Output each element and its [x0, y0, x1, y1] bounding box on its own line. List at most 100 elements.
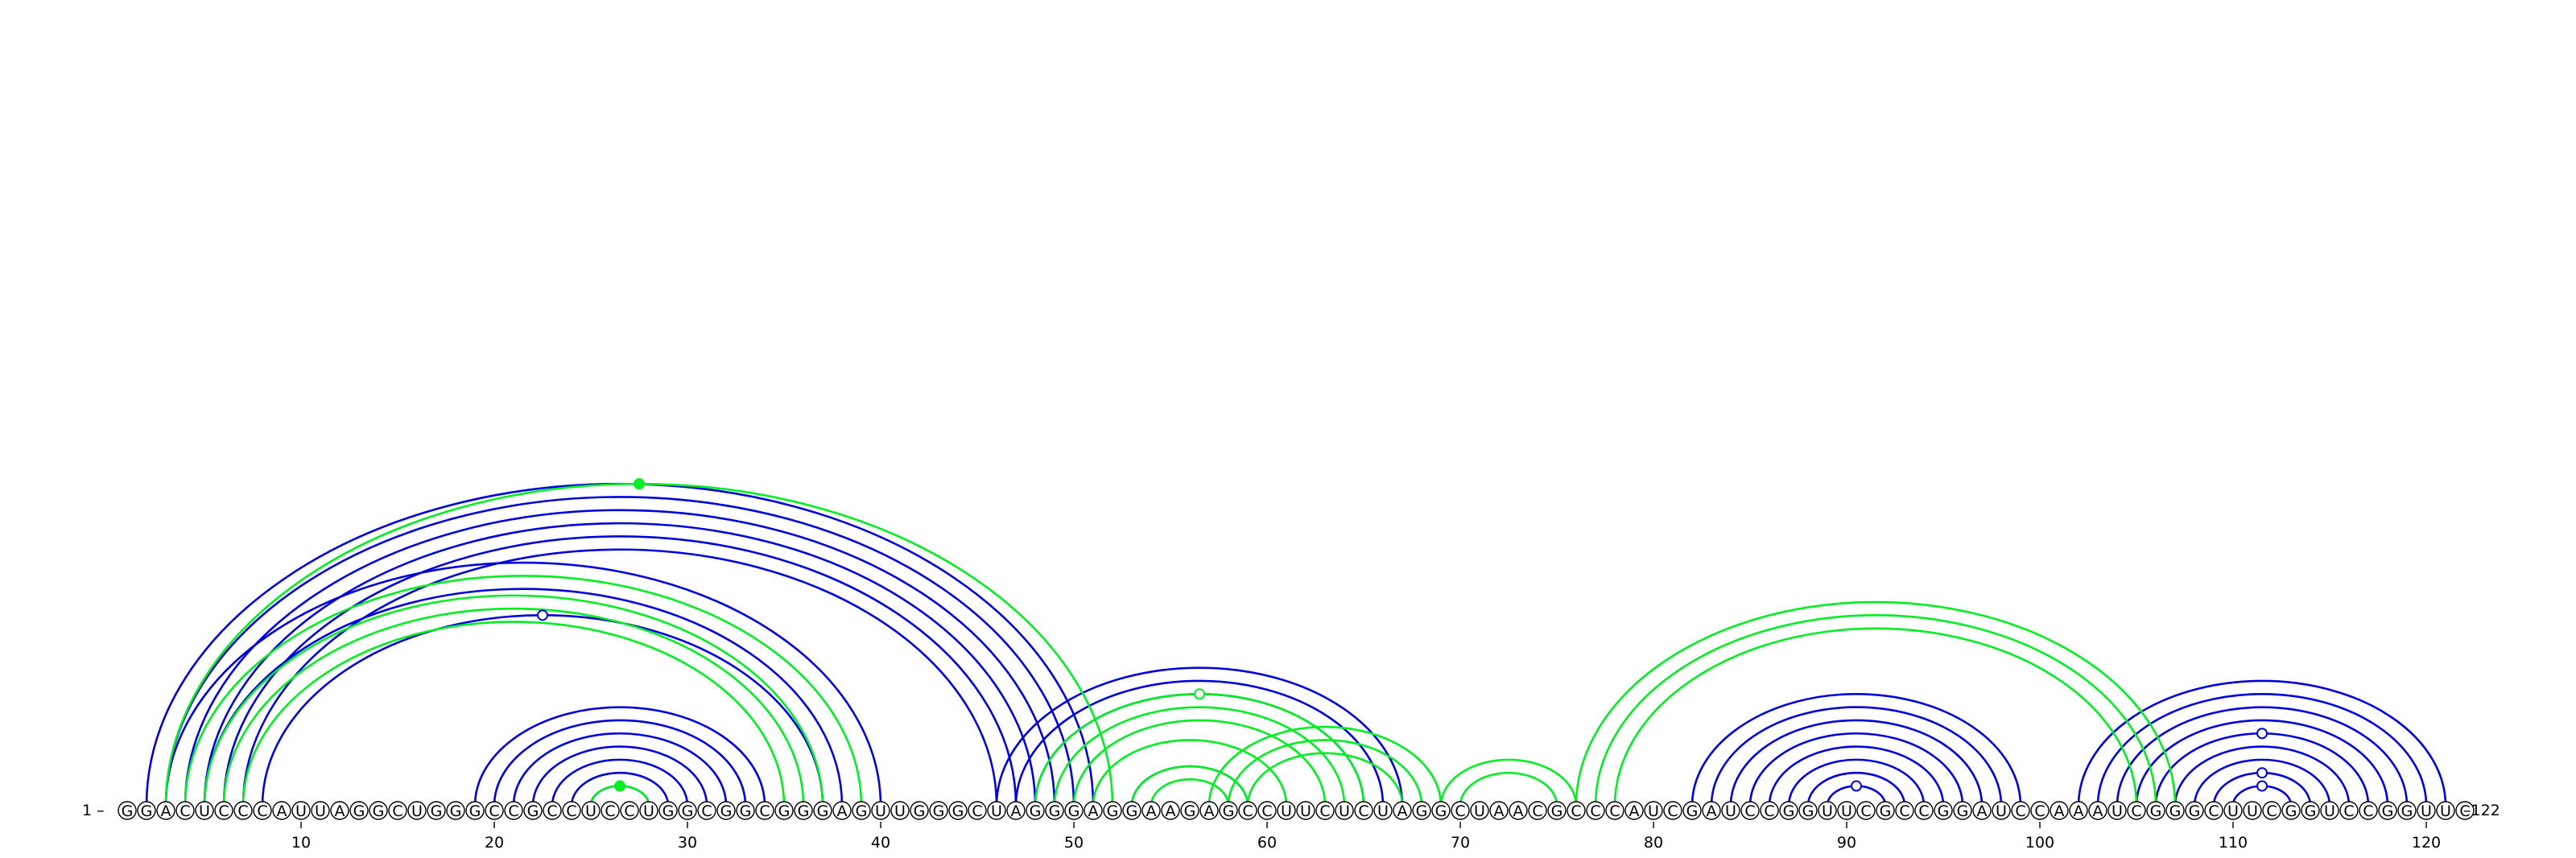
nucleotide-letter: A: [1513, 802, 1524, 820]
nucleotide-circle: [697, 801, 716, 820]
nucleotide: C: [1567, 801, 1586, 820]
nucleotide: C: [620, 801, 639, 820]
nucleotide-letter: A: [2054, 802, 2065, 820]
arc-apex-marker: [2256, 728, 2268, 740]
nucleotide-letter: G: [141, 802, 153, 820]
nucleotide-letter: G: [2150, 802, 2162, 820]
nucleotide-letter: U: [585, 802, 597, 820]
nucleotide-circle: [2165, 801, 2185, 820]
nucleotide: G: [1547, 801, 1567, 820]
nucleotide: A: [1972, 801, 1992, 820]
nucleotide-circle: [2204, 801, 2223, 820]
nucleotide: A: [330, 801, 349, 820]
nucleotide-letter: G: [856, 802, 868, 820]
nucleotide-letter: C: [2015, 802, 2025, 820]
base-pair-arc-green: [242, 621, 786, 806]
nucleotide-circle: [465, 801, 485, 820]
nucleotide-circle: [1721, 801, 1740, 820]
base-pair-arc-blue: [1787, 758, 1926, 806]
nucleotide-circle: [1798, 801, 1818, 820]
nucleotide-letter: C: [1532, 802, 1542, 820]
nucleotide-circle: [2262, 801, 2281, 820]
nucleotide-letter: A: [1977, 802, 1988, 820]
nucleotide-circle: [1470, 801, 1489, 820]
base-pair-arc-blue: [531, 745, 708, 806]
nucleotide: G: [2185, 801, 2204, 820]
nucleotide-circle: [272, 801, 291, 820]
nucleotide: U: [1721, 801, 1740, 820]
arc-apex-marker: [614, 780, 625, 792]
base-pair-arc-blue: [2174, 745, 2351, 806]
nucleotide-letter: C: [489, 802, 499, 820]
nucleotide-letter: A: [1397, 802, 1408, 820]
nucleotide-letter: C: [1667, 802, 1678, 820]
nucleotide-circle: [1586, 801, 1605, 820]
base-pair-arc-blue: [570, 771, 670, 806]
base-pair-arc-green: [1439, 758, 1578, 806]
nucleotide-letter: A: [277, 802, 287, 820]
nucleotide-circle: [1373, 801, 1393, 820]
nucleotide-circle: [1663, 801, 1682, 820]
nucleotide-letter: G: [740, 802, 752, 820]
nucleotide-circle: [910, 801, 929, 820]
nucleotide-circle: [2011, 801, 2030, 820]
nucleotide: G: [1064, 801, 1084, 820]
base-pair-arc-blue: [1014, 679, 1385, 806]
nucleotide-letter: A: [1088, 802, 1099, 820]
base-pair-arc-blue: [1806, 771, 1906, 806]
base-pair-arc-blue: [203, 522, 1037, 806]
sequence-start-label: 1 –: [82, 802, 105, 819]
base-pair-arc-green: [184, 575, 863, 806]
nucleotide-circle: [1953, 801, 1972, 820]
nucleotide-circle: [175, 801, 195, 820]
nucleotide: U: [1296, 801, 1315, 820]
nucleotide: C: [1914, 801, 1934, 820]
nucleotide-circle: [1431, 801, 1451, 820]
nucleotide-letter: C: [2208, 802, 2219, 820]
nucleotide-circle: [1315, 801, 1335, 820]
nucleotide-letter: G: [1068, 802, 1080, 820]
tick-label: 10: [291, 834, 311, 852]
nucleotide-letter: C: [1860, 802, 1871, 820]
nucleotide: U: [1644, 801, 1663, 820]
nucleotide: G: [813, 801, 832, 820]
nucleotide-circle: [195, 801, 214, 820]
nucleotide-letter: G: [1107, 802, 1119, 820]
base-pair-arc-green: [1092, 739, 1288, 806]
nucleotide: A: [1141, 801, 1161, 820]
arcs-layer: [145, 478, 2447, 806]
nucleotide-circle: [2146, 801, 2165, 820]
nucleotide-circle: [2359, 801, 2378, 820]
nucleotide: U: [291, 801, 311, 820]
nucleotide: G: [1953, 801, 1972, 820]
nucleotide-circle: [2320, 801, 2339, 820]
nucleotide: A: [156, 801, 175, 820]
nucleotide-circle: [504, 801, 523, 820]
nucleotide: A: [1006, 801, 1026, 820]
nucleotide-circle: [1779, 801, 1798, 820]
nucleotide-letter: G: [1184, 802, 1196, 820]
nucleotide-circle: [2339, 801, 2359, 820]
nucleotide-circle: [311, 801, 330, 820]
nucleotide-circle: [330, 801, 349, 820]
nucleotide-circle: [1818, 801, 1837, 820]
nucleotide-letter: A: [1204, 802, 1215, 820]
base-pair-arc-blue: [493, 719, 747, 806]
arc-apex-marker: [2256, 767, 2268, 779]
nucleotide-letter: U: [2247, 802, 2258, 820]
nucleotide-circle: [2378, 801, 2397, 820]
nucleotide-circle: [1644, 801, 1663, 820]
nucleotide: C: [1451, 801, 1470, 820]
nucleotide: G: [1431, 801, 1451, 820]
nucleotide-circle: [1895, 801, 1914, 820]
nucleotide-letter: G: [1783, 802, 1795, 820]
nucleotide-letter: U: [991, 802, 1002, 820]
nucleotide-circle: [523, 801, 543, 820]
base-pair-arc-green: [1072, 719, 1327, 806]
nucleotide-letter: A: [1146, 802, 1157, 820]
nucleotide-circle: [968, 801, 987, 820]
nucleotide: U: [2417, 801, 2436, 820]
nucleotide-letter: G: [450, 802, 462, 820]
nucleotide-letter: C: [2343, 802, 2354, 820]
base-pair-arc-green: [1130, 765, 1249, 806]
